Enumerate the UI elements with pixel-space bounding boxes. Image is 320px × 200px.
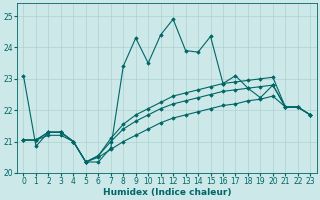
X-axis label: Humidex (Indice chaleur): Humidex (Indice chaleur)	[103, 188, 231, 197]
